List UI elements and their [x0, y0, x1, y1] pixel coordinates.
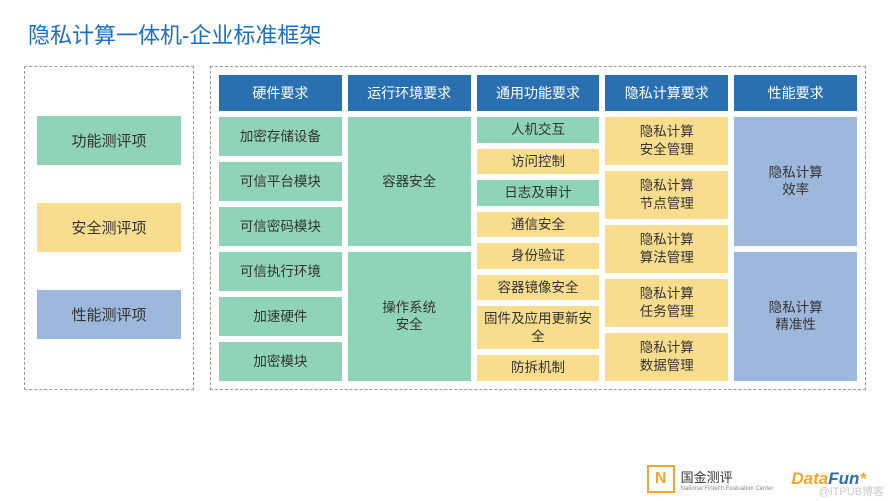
cell-2-6: 固件及应用更新安全	[477, 306, 600, 349]
logo-guojin: N 国金测评 National Fintech Evaluation Cente…	[647, 465, 774, 493]
cell-2-5: 容器镜像安全	[477, 275, 600, 301]
left-item-0: 功能测评项	[37, 116, 181, 165]
column-header-3: 隐私计算要求	[605, 75, 728, 111]
main-layout: 功能测评项安全测评项性能测评项 硬件要求加密存储设备可信平台模块可信密码模块可信…	[24, 66, 866, 390]
cell-3-4: 隐私计算 数据管理	[605, 333, 728, 381]
cell-0-5: 加密模块	[219, 342, 342, 381]
page-title: 隐私计算一体机-企业标准框架	[28, 18, 866, 50]
guojin-cn: 国金测评	[681, 467, 774, 486]
column-4: 性能要求隐私计算 效率隐私计算 精准性	[734, 75, 857, 381]
cell-3-2: 隐私计算 算法管理	[605, 225, 728, 273]
cell-2-0: 人机交互	[477, 117, 600, 143]
cell-1-0: 容器安全	[348, 117, 471, 246]
cell-4-1: 隐私计算 精准性	[734, 252, 857, 381]
column-2: 通用功能要求人机交互访问控制日志及审计通信安全身份验证容器镜像安全固件及应用更新…	[477, 75, 600, 381]
column-1: 运行环境要求容器安全操作系统 安全	[348, 75, 471, 381]
cell-0-2: 可信密码模块	[219, 207, 342, 246]
cell-3-3: 隐私计算 任务管理	[605, 279, 728, 327]
cell-2-2: 日志及审计	[477, 180, 600, 206]
column-3: 隐私计算要求隐私计算 安全管理隐私计算 节点管理隐私计算 算法管理隐私计算 任务…	[605, 75, 728, 381]
cell-0-3: 可信执行环境	[219, 252, 342, 291]
column-header-4: 性能要求	[734, 75, 857, 111]
column-header-0: 硬件要求	[219, 75, 342, 111]
column-0: 硬件要求加密存储设备可信平台模块可信密码模块可信执行环境加速硬件加密模块	[219, 75, 342, 381]
column-header-1: 运行环境要求	[348, 75, 471, 111]
left-item-2: 性能测评项	[37, 290, 181, 339]
cell-0-0: 加密存储设备	[219, 117, 342, 156]
cell-2-4: 身份验证	[477, 243, 600, 269]
column-header-2: 通用功能要求	[477, 75, 600, 111]
cell-2-1: 访问控制	[477, 149, 600, 175]
guojin-en: National Fintech Evaluation Center	[681, 486, 774, 492]
cell-3-1: 隐私计算 节点管理	[605, 171, 728, 219]
cell-2-7: 防拆机制	[477, 355, 600, 381]
cell-0-1: 可信平台模块	[219, 162, 342, 201]
left-panel: 功能测评项安全测评项性能测评项	[24, 66, 194, 390]
cell-3-0: 隐私计算 安全管理	[605, 117, 728, 165]
watermark: @ITPUB博客	[818, 483, 884, 499]
left-item-1: 安全测评项	[37, 203, 181, 252]
right-panel: 硬件要求加密存储设备可信平台模块可信密码模块可信执行环境加速硬件加密模块运行环境…	[210, 66, 866, 390]
cell-0-4: 加速硬件	[219, 297, 342, 336]
logo-n-icon: N	[647, 465, 675, 493]
cell-4-0: 隐私计算 效率	[734, 117, 857, 246]
cell-1-1: 操作系统 安全	[348, 252, 471, 381]
cell-2-3: 通信安全	[477, 212, 600, 238]
